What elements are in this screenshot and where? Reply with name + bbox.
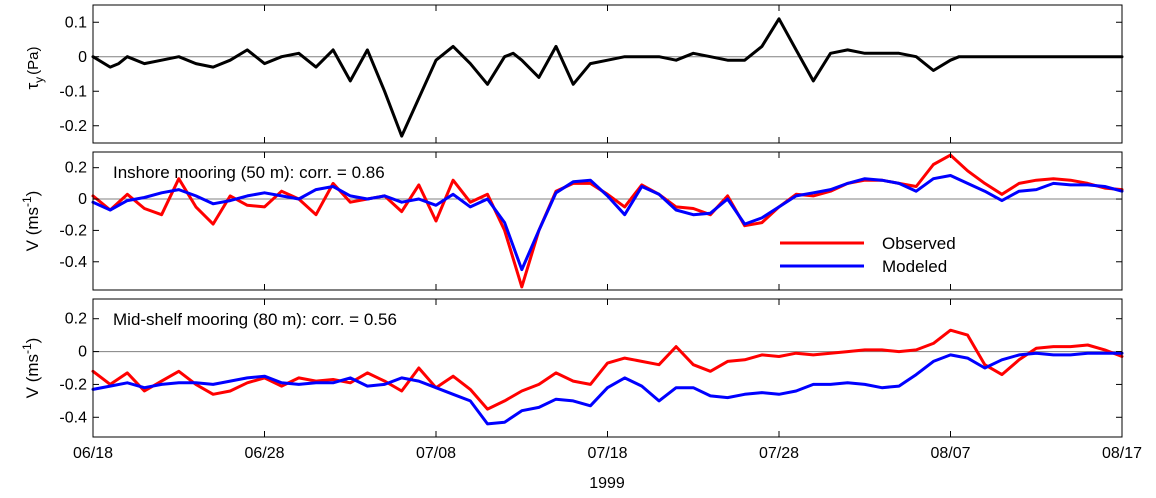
x-tick-label: 08/07 — [930, 445, 970, 462]
y-axis-ticks: 0.2 0 -0.2 -0.4 — [59, 311, 1122, 426]
panel-annotation: Inshore mooring (50 m): corr. = 0.86 — [113, 163, 385, 182]
observed-line — [91, 328, 1124, 411]
x-axis-ticks — [264, 299, 951, 437]
y-tick-label: 0.1 — [65, 14, 87, 31]
y-tick-label: 0.2 — [65, 311, 87, 328]
y-tick-label: -0.4 — [59, 254, 87, 271]
x-tick-label: 06/18 — [73, 445, 113, 462]
y-axis-label-close: ) — [23, 338, 42, 344]
modeled-line — [91, 351, 1124, 426]
y-axis-label-main: V (ms — [23, 207, 42, 251]
wind-stress-series — [91, 17, 1124, 138]
y-axis-ticks: 0.2 0 -0.2 -0.4 — [59, 160, 1122, 271]
modeled-line — [91, 174, 1124, 272]
y-tick-label: 0 — [78, 344, 87, 361]
y-axis-label: V (ms-1) — [20, 191, 42, 252]
y-axis-label: τy (Pa) — [23, 46, 46, 89]
y-axis-label-sub: y — [32, 77, 46, 83]
x-axis-ticks — [264, 152, 951, 290]
y-axis-label-close: ) — [23, 191, 42, 197]
x-tick-label: 07/08 — [416, 445, 456, 462]
x-tick-labels: 06/18 06/28 07/08 07/18 07/28 08/07 08/17 — [73, 445, 1142, 462]
x-axis-ticks — [264, 5, 951, 143]
y-tick-label: -0.2 — [59, 222, 87, 239]
y-tick-label: 0.2 — [65, 160, 87, 177]
x-tick-label: 07/28 — [759, 445, 799, 462]
y-tick-label: -0.4 — [59, 409, 87, 426]
midshelf-series — [91, 328, 1124, 426]
panel-annotation: Mid-shelf mooring (80 m): corr. = 0.56 — [113, 310, 397, 329]
y-tick-label: -0.2 — [59, 118, 87, 135]
y-axis-label-unit: (Pa) — [25, 46, 42, 74]
y-axis-label-main: V (ms — [23, 354, 42, 398]
y-tick-label: -0.1 — [59, 83, 87, 100]
legend-label-observed: Observed — [882, 234, 956, 253]
y-axis-label-main: τ — [23, 83, 42, 90]
y-axis-label: V (ms-1) — [20, 338, 42, 399]
x-tick-label: 07/18 — [587, 445, 627, 462]
series-line-0 — [91, 17, 1124, 138]
inshore-mooring-panel: 0.2 0 -0.2 -0.4 Inshore mooring (50 m): cor… — [20, 151, 1124, 291]
midshelf-mooring-panel: 0.2 0 -0.2 -0.4 Mid-shelf mooring (80 m): c… — [20, 298, 1124, 438]
y-tick-label: 0 — [78, 191, 87, 208]
y-axis-label-sup: -1 — [20, 343, 34, 354]
legend-label-modeled: Modeled — [882, 257, 947, 276]
legend: Observed Modeled — [780, 234, 956, 276]
x-tick-label: 06/28 — [244, 445, 284, 462]
y-tick-label: 0 — [78, 49, 87, 66]
plot-frame — [92, 4, 1123, 144]
y-tick-label: -0.2 — [59, 376, 87, 393]
wind-stress-panel: 0.1 0 -0.1 -0.2 τy (Pa) — [23, 4, 1124, 144]
y-axis-label-sup: -1 — [20, 196, 34, 207]
x-tick-label: 08/17 — [1102, 445, 1142, 462]
y-axis-ticks: 0.1 0 -0.1 -0.2 — [59, 14, 1122, 135]
x-axis-label: 1999 — [589, 475, 625, 492]
